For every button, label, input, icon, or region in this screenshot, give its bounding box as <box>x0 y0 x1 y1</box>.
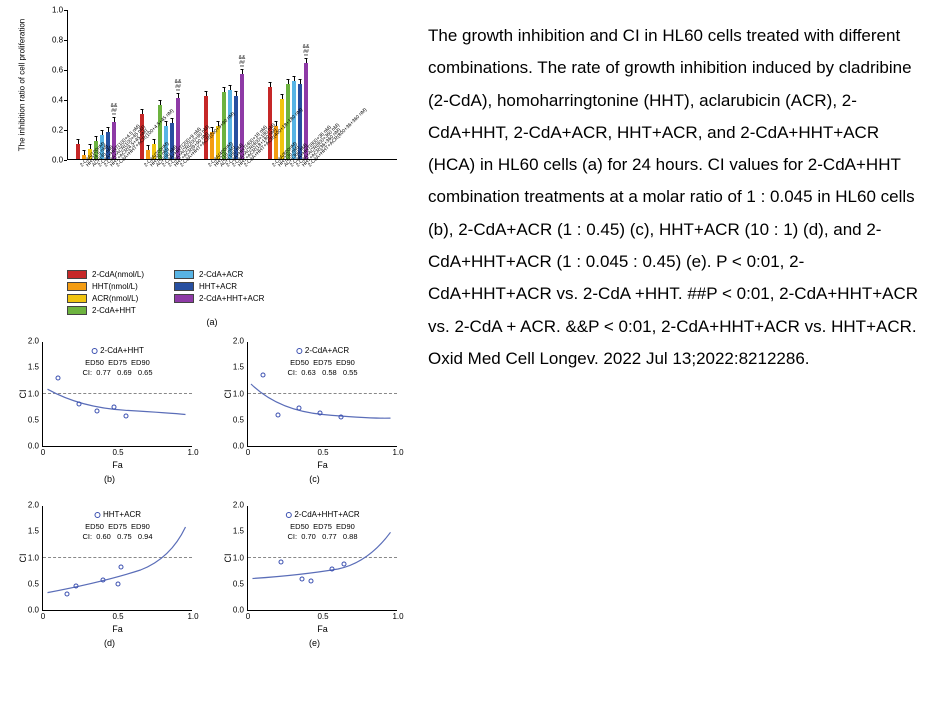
ci-xtick: 1.0 <box>187 612 198 621</box>
panel-label-d: (d) <box>12 638 207 648</box>
ci-xtick: 1.0 <box>187 448 198 457</box>
ci-title: HHT+ACR <box>94 510 141 519</box>
legend-item: 2-CdA+HHT+ACR <box>174 294 264 303</box>
legend-item: HHT(nmol/L) <box>67 282 144 291</box>
bar-ytick: 0.0 <box>52 156 63 165</box>
ci-point <box>339 415 344 420</box>
ci-point <box>279 559 284 564</box>
ci-ed-text: ED50 ED75 ED90 CI: 0.63 0.58 0.55 <box>287 358 357 378</box>
ci-point <box>318 411 323 416</box>
ci-xlabel: Fa <box>112 624 123 634</box>
bar-ytick: 0.2 <box>52 126 63 135</box>
ci-plot-c: 0.00.51.01.52.000.51.0CIFa2-CdA+ACRED50 … <box>217 337 412 497</box>
ci-ytick: 1.0 <box>28 553 43 562</box>
panel-label-a: (a) <box>12 317 412 327</box>
ci-xtick: 0 <box>246 448 250 457</box>
ci-xlabel: Fa <box>317 460 328 470</box>
ci-point <box>261 373 266 378</box>
ci-point <box>276 412 281 417</box>
ci-ylabel: CI <box>223 390 233 399</box>
ci-point <box>342 561 347 566</box>
ci-ytick: 1.0 <box>233 389 248 398</box>
legend-item: HHT+ACR <box>174 282 264 291</box>
bar-y-title: The inhibition ratio of cell proliferati… <box>18 19 27 152</box>
ci-xlabel: Fa <box>317 624 328 634</box>
ci-title: 2-CdA+ACR <box>296 346 349 355</box>
ci-point <box>297 405 302 410</box>
ci-xtick: 0.5 <box>317 448 328 457</box>
legend-item: ACR(nmol/L) <box>67 294 144 303</box>
ci-ytick: 0.5 <box>233 415 248 424</box>
figure-column: The inhibition ratio of cell proliferati… <box>12 10 412 699</box>
ci-ytick: 2.0 <box>233 337 248 346</box>
ci-point <box>309 579 314 584</box>
legend-item: 2-CdA+HHT <box>67 306 144 315</box>
ci-xtick: 0 <box>41 448 45 457</box>
ci-point <box>300 576 305 581</box>
ci-ytick: 0.5 <box>28 415 43 424</box>
ci-ylabel: CI <box>18 554 28 563</box>
ci-ytick: 1.5 <box>233 527 248 536</box>
ci-plots-grid: 0.00.51.01.52.000.51.0CIFa2-CdA+HHTED50 … <box>12 337 412 661</box>
ci-xtick: 1.0 <box>392 612 403 621</box>
ci-plot-b: 0.00.51.01.52.000.51.0CIFa2-CdA+HHTED50 … <box>12 337 207 497</box>
ci-plot-e: 0.00.51.01.52.000.51.0CIFa2-CdA+HHT+ACRE… <box>217 501 412 661</box>
ci-point <box>65 592 70 597</box>
ci-ylabel: CI <box>223 554 233 563</box>
ci-point <box>111 404 116 409</box>
ci-xlabel: Fa <box>112 460 123 470</box>
ci-point <box>56 375 61 380</box>
ci-point <box>123 413 128 418</box>
ci-point <box>116 581 121 586</box>
ci-ed-text: ED50 ED75 ED90 CI: 0.60 0.75 0.94 <box>82 522 152 542</box>
figure-caption: The growth inhibition and CI in HL60 cel… <box>428 20 927 375</box>
bar-chart-a: The inhibition ratio of cell proliferati… <box>12 10 412 240</box>
ci-title: 2-CdA+HHT+ACR <box>285 510 359 519</box>
ci-xtick: 0.5 <box>317 612 328 621</box>
bar-ytick: 1.0 <box>52 6 63 15</box>
ci-xtick: 1.0 <box>392 448 403 457</box>
ci-ytick: 1.5 <box>28 363 43 372</box>
ci-plot-d: 0.00.51.01.52.000.51.0CIFaHHT+ACRED50 ED… <box>12 501 207 661</box>
ci-point <box>95 408 100 413</box>
caption-column: The growth inhibition and CI in HL60 cel… <box>428 10 933 699</box>
panel-label-b: (b) <box>12 474 207 484</box>
ci-ed-text: ED50 ED75 ED90 CI: 0.77 0.69 0.65 <box>82 358 152 378</box>
ci-xtick: 0 <box>246 612 250 621</box>
bar-plot-area: && ## **&& ## **&& ## **&& ## ** <box>67 10 397 160</box>
ci-point <box>330 567 335 572</box>
ci-ytick: 1.5 <box>233 363 248 372</box>
legend-item: 2-CdA+ACR <box>174 270 264 279</box>
ci-ytick: 0.5 <box>28 579 43 588</box>
legend-item: 2-CdA(nmol/L) <box>67 270 144 279</box>
bar-ytick: 0.8 <box>52 36 63 45</box>
ci-point <box>119 564 124 569</box>
bar-legend: 2-CdA(nmol/L) HHT(nmol/L) ACR(nmol/L) 2-CdA… <box>67 270 412 315</box>
ci-ytick: 2.0 <box>28 337 43 346</box>
ci-ytick: 2.0 <box>233 501 248 510</box>
ci-title: 2-CdA+HHT <box>91 346 144 355</box>
ci-xtick: 0 <box>41 612 45 621</box>
ci-ed-text: ED50 ED75 ED90 CI: 0.70 0.77 0.88 <box>287 522 357 542</box>
bar <box>76 144 80 159</box>
ci-point <box>101 577 106 582</box>
ci-point <box>77 402 82 407</box>
ci-ylabel: CI <box>18 390 28 399</box>
ci-xtick: 0.5 <box>112 612 123 621</box>
bar-ytick: 0.6 <box>52 66 63 75</box>
ci-point <box>74 584 79 589</box>
ci-ytick: 1.0 <box>28 389 43 398</box>
ci-xtick: 0.5 <box>112 448 123 457</box>
panel-label-e: (e) <box>217 638 412 648</box>
bar-ytick: 0.4 <box>52 96 63 105</box>
ci-ytick: 2.0 <box>28 501 43 510</box>
ci-ytick: 0.5 <box>233 579 248 588</box>
ci-ytick: 1.5 <box>28 527 43 536</box>
ci-ytick: 1.0 <box>233 553 248 562</box>
panel-label-c: (c) <box>217 474 412 484</box>
